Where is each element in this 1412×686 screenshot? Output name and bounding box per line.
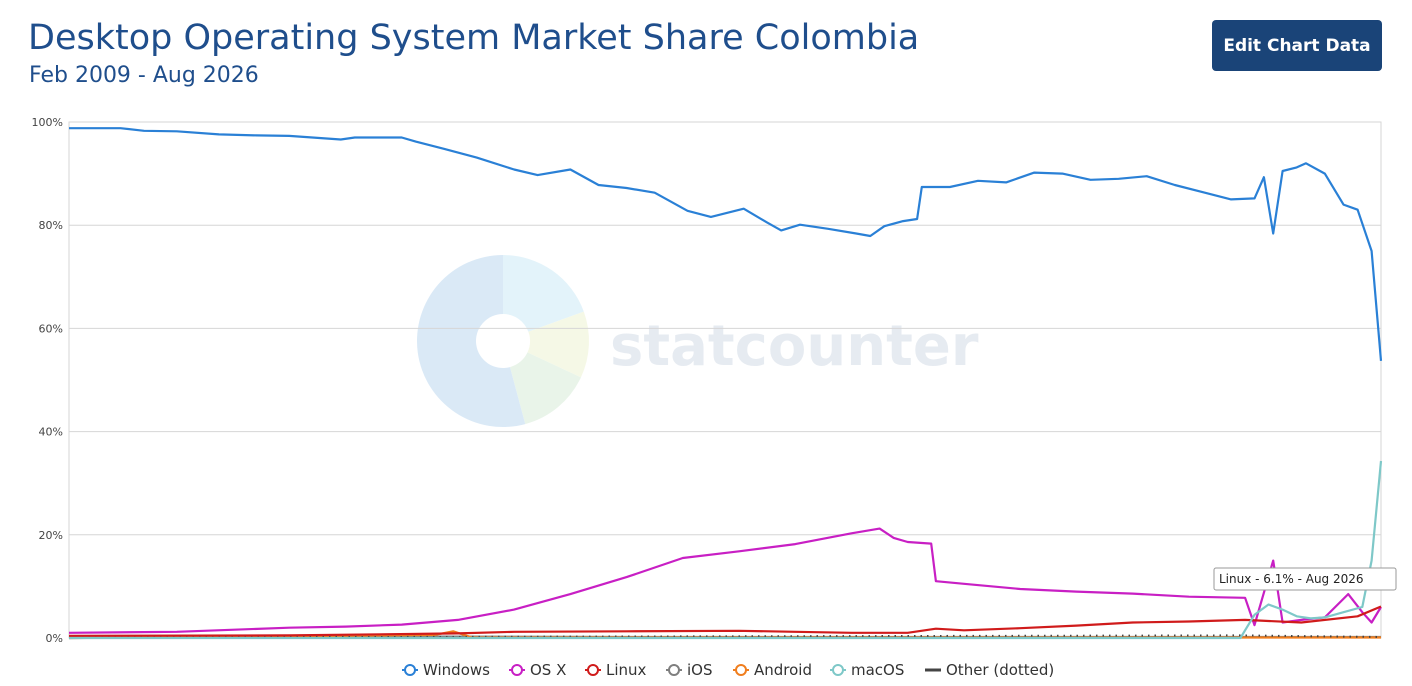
watermark-slice — [503, 255, 584, 332]
legend-label: Other (dotted) — [946, 661, 1054, 679]
edit-chart-data-button[interactable]: Edit Chart Data — [1212, 20, 1382, 71]
tooltip-text: Linux - 6.1% - Aug 2026 — [1219, 572, 1364, 586]
y-tick-label: 60% — [39, 322, 63, 335]
y-tick-label: 100% — [32, 116, 63, 129]
chart-series — [68, 127, 1383, 640]
legend-label: Linux — [606, 661, 647, 679]
series-line-windows — [69, 127, 1383, 361]
watermark-slice — [417, 255, 526, 427]
chart-subtitle: Feb 2009 - Aug 2026 — [29, 63, 259, 88]
legend-item[interactable]: Windows — [402, 661, 490, 679]
legend-label: macOS — [851, 661, 904, 679]
y-axis-ticks: 0% 20% 40% 60% 80% 100% — [32, 116, 63, 645]
legend-item[interactable]: OS X — [509, 661, 566, 679]
legend-item[interactable]: macOS — [830, 661, 904, 679]
y-tick-label: 80% — [39, 219, 63, 232]
watermark-slice — [509, 352, 581, 425]
legend-circle-marker — [511, 664, 523, 676]
y-tick-label: 0% — [46, 632, 63, 645]
watermark-text: statcounter — [610, 314, 979, 379]
legend-circle-marker — [832, 664, 844, 676]
legend-item[interactable]: iOS — [666, 661, 713, 679]
legend-circle-marker — [735, 664, 747, 676]
legend-item[interactable]: Other (dotted) — [925, 661, 1054, 679]
y-tick-label: 20% — [39, 529, 63, 542]
legend-item[interactable]: Linux — [585, 661, 647, 679]
tooltip-box — [1213, 567, 1397, 591]
chart-title: Desktop Operating System Market Share Co… — [28, 18, 920, 58]
legend-label: OS X — [530, 661, 566, 679]
chart-legend: Windows OS X Linux iOS Android macOS Other (do… — [402, 661, 1054, 679]
y-tick-label: 40% — [39, 426, 63, 439]
statcounter-watermark: statcounter — [417, 255, 979, 427]
chart-grid — [68, 121, 1382, 639]
legend-item[interactable]: Android — [733, 661, 812, 679]
legend-label: iOS — [687, 661, 713, 679]
legend-label: Android — [754, 661, 812, 679]
series-line-os-x — [68, 527, 1382, 634]
legend-circle-marker — [587, 664, 599, 676]
legend-circle-marker — [404, 664, 416, 676]
series-line-other-dotted — [68, 634, 1382, 638]
legend-label: Windows — [423, 661, 490, 679]
plot-area-border — [68, 121, 1382, 639]
data-tooltip: Linux - 6.1% - Aug 2026 — [1213, 567, 1397, 591]
series-line-linux — [68, 605, 1382, 637]
legend-circle-marker — [668, 664, 680, 676]
series-line-macos — [69, 460, 1383, 640]
